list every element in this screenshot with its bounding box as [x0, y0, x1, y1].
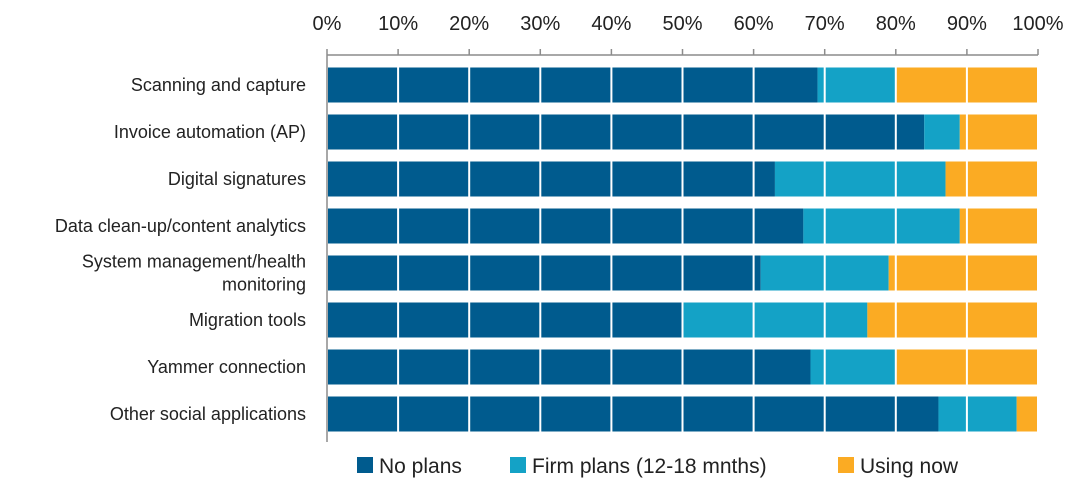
x-tick-label: 90%	[947, 13, 987, 35]
x-tick-label: 20%	[449, 13, 489, 35]
bar-segment-no-0	[327, 67, 818, 103]
bar-segment-using-1	[959, 114, 1038, 150]
bar-segment-no-4	[327, 255, 761, 291]
x-tick-label: 0%	[313, 13, 342, 35]
category-labels: Scanning and capture Invoice automation (…	[55, 75, 306, 424]
bar-segment-using-4	[888, 255, 1038, 291]
bar-segment-firm-7	[938, 396, 1017, 432]
category-label: System management/health	[82, 252, 306, 272]
x-tick-label: 30%	[520, 13, 560, 35]
x-tick-label: 50%	[662, 13, 702, 35]
bar-segment-firm-1	[924, 114, 960, 150]
x-tick-label: 10%	[378, 13, 418, 35]
legend-label: No plans	[379, 455, 462, 478]
x-tick-label: 60%	[734, 13, 774, 35]
bar-segment-firm-2	[774, 161, 946, 197]
legend-swatch-firm	[510, 457, 526, 473]
category-label: Digital signatures	[168, 169, 306, 189]
axis-layer	[326, 49, 1039, 442]
bar-segment-no-3	[327, 208, 804, 244]
bar-segment-no-5	[327, 302, 683, 338]
x-tick-label: 40%	[591, 13, 631, 35]
bar-segment-no-1	[327, 114, 925, 150]
category-label: Migration tools	[189, 310, 306, 330]
bar-segment-firm-3	[803, 208, 960, 244]
bar-segment-using-3	[959, 208, 1038, 244]
bar-segment-no-2	[327, 161, 775, 197]
legend-label: Firm plans (12-18 mnths)	[532, 455, 767, 478]
legend: No plans Firm plans (12-18 mnths) Using no…	[357, 455, 959, 478]
category-label: Other social applications	[110, 404, 306, 424]
bar-segment-firm-6	[810, 349, 896, 385]
x-tick-label: 100%	[1012, 13, 1063, 35]
bar-segment-firm-0	[817, 67, 896, 103]
x-tick-label: 80%	[876, 13, 916, 35]
x-tick-label: 70%	[805, 13, 845, 35]
category-label: Scanning and capture	[131, 75, 306, 95]
category-label: Yammer connection	[147, 357, 306, 377]
x-tick-labels: 0% 10% 20% 30% 40% 50% 60% 70% 80% 90% 100%	[313, 13, 1064, 35]
bar-segment-using-7	[1016, 396, 1038, 432]
bar-segment-using-2	[945, 161, 1038, 197]
bar-segment-no-6	[327, 349, 811, 385]
legend-swatch-no	[357, 457, 373, 473]
bar-segment-using-5	[867, 302, 1038, 338]
category-label: monitoring	[222, 275, 306, 295]
bar-segment-firm-5	[682, 302, 868, 338]
legend-swatch-using	[838, 457, 854, 473]
category-label: Data clean-up/content analytics	[55, 216, 306, 236]
category-label: Invoice automation (AP)	[114, 122, 306, 142]
legend-label: Using now	[860, 455, 959, 478]
bar-segment-no-7	[327, 396, 939, 432]
